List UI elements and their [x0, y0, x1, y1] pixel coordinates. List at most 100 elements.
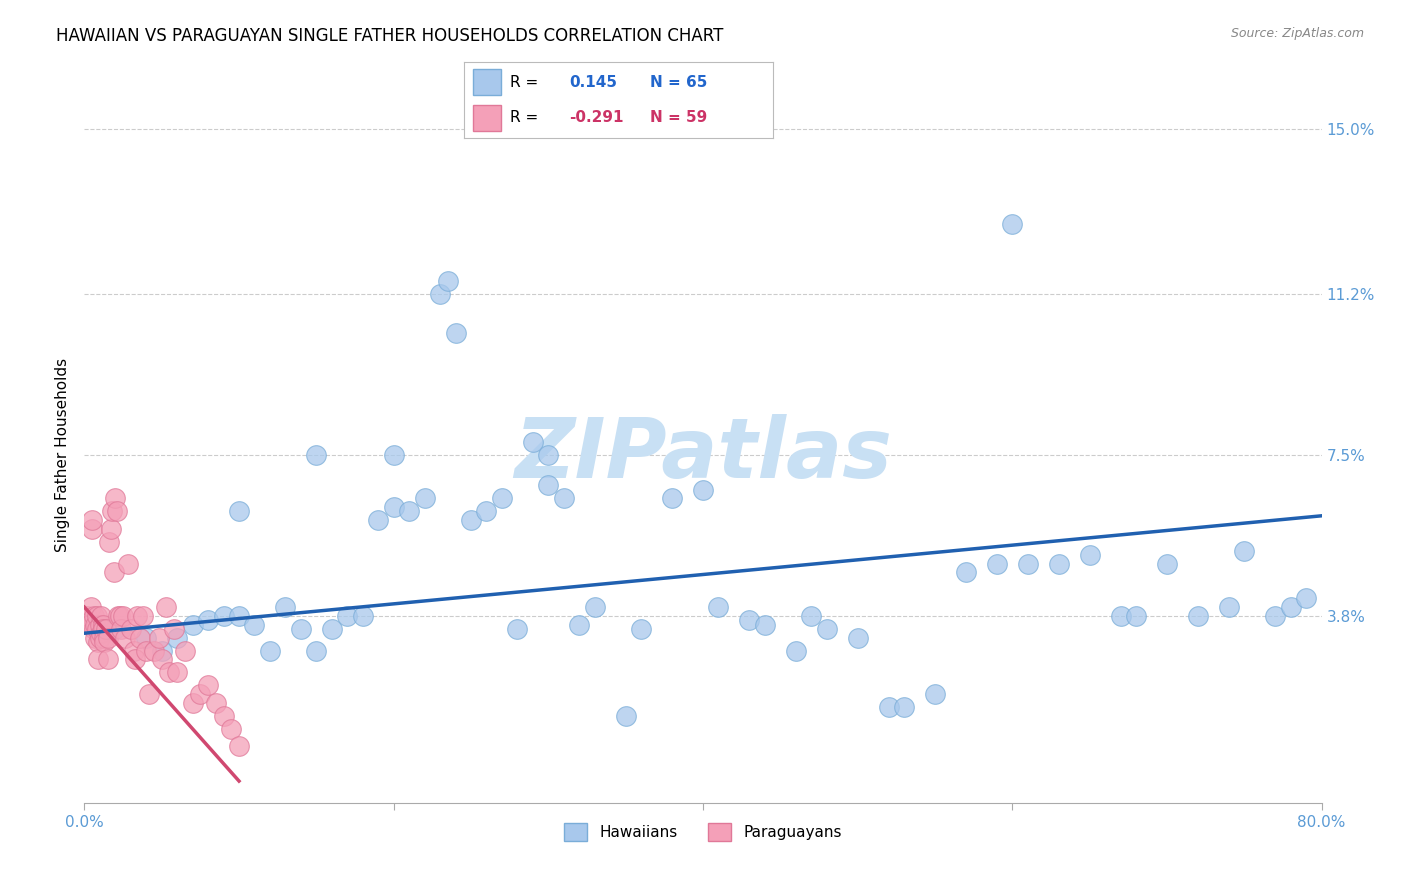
Point [181, 617, 204, 632]
FancyBboxPatch shape [474, 105, 501, 130]
Point [506, 622, 529, 636]
Text: Source: ZipAtlas.com: Source: ZipAtlas.com [1230, 27, 1364, 40]
Point [117, 557, 139, 571]
Point [436, 274, 458, 288]
Point [537, 478, 560, 492]
Point [1001, 218, 1024, 232]
Point [138, 687, 160, 701]
Point [243, 617, 266, 632]
Point [460, 513, 482, 527]
Point [212, 708, 235, 723]
Point [104, 622, 127, 636]
Point [143, 643, 166, 657]
Point [1047, 557, 1070, 571]
Text: -0.291: -0.291 [569, 111, 624, 125]
Point [568, 617, 591, 632]
Point [150, 643, 173, 657]
Point [84, 631, 107, 645]
Point [135, 643, 157, 657]
Point [132, 608, 155, 623]
Point [305, 643, 328, 657]
Point [877, 700, 900, 714]
Point [444, 326, 467, 340]
Legend: Hawaiians, Paraguayans: Hawaiians, Paraguayans [558, 816, 848, 847]
Point [228, 504, 250, 518]
Point [82, 522, 104, 536]
Point [174, 643, 197, 657]
Point [100, 522, 122, 536]
Point [188, 687, 211, 701]
Point [90, 626, 112, 640]
Point [89, 631, 111, 645]
Point [83, 608, 105, 623]
Text: ZIPatlas: ZIPatlas [515, 415, 891, 495]
Point [1109, 608, 1132, 623]
Text: R =: R = [510, 75, 544, 90]
Text: N = 65: N = 65 [650, 75, 707, 90]
Point [707, 600, 730, 615]
Point [1233, 543, 1256, 558]
Point [955, 566, 977, 580]
Point [846, 631, 869, 645]
Point [212, 608, 235, 623]
Point [83, 622, 105, 636]
Point [159, 665, 180, 680]
Point [1264, 608, 1286, 623]
Point [77, 617, 100, 632]
Point [738, 613, 761, 627]
Point [197, 613, 219, 627]
Point [205, 696, 228, 710]
Text: R =: R = [510, 111, 544, 125]
Point [107, 608, 129, 623]
Point [98, 534, 121, 549]
Point [274, 600, 297, 615]
Point [1187, 608, 1209, 623]
Point [94, 622, 117, 636]
Point [124, 652, 146, 666]
Point [382, 500, 405, 514]
Point [1279, 600, 1302, 615]
Point [96, 631, 118, 645]
Point [352, 608, 374, 623]
Point [413, 491, 436, 506]
Point [108, 608, 131, 623]
Point [321, 622, 343, 636]
Point [87, 635, 110, 649]
Point [89, 617, 111, 632]
Point [166, 631, 188, 645]
Point [93, 631, 115, 645]
Point [537, 448, 560, 462]
Point [382, 448, 405, 462]
Point [181, 696, 204, 710]
Point [800, 608, 823, 623]
Point [91, 617, 114, 632]
Point [614, 708, 637, 723]
Point [90, 608, 112, 623]
Point [96, 652, 118, 666]
Text: HAWAIIAN VS PARAGUAYAN SINGLE FATHER HOUSEHOLDS CORRELATION CHART: HAWAIIAN VS PARAGUAYAN SINGLE FATHER HOU… [56, 27, 724, 45]
Point [475, 504, 498, 518]
Text: 0.145: 0.145 [569, 75, 617, 90]
Point [163, 622, 186, 636]
Point [553, 491, 575, 506]
Point [583, 600, 606, 615]
Point [1078, 548, 1101, 562]
Point [197, 678, 219, 692]
Point [110, 622, 132, 636]
Point [125, 608, 148, 623]
Point [259, 643, 281, 657]
Point [79, 600, 101, 615]
Point [785, 643, 807, 657]
Point [150, 652, 173, 666]
Point [129, 631, 152, 645]
Point [491, 491, 513, 506]
Point [104, 491, 127, 506]
Point [76, 608, 98, 623]
Point [336, 608, 359, 623]
Text: N = 59: N = 59 [650, 111, 707, 125]
Point [1295, 591, 1317, 606]
Point [112, 608, 135, 623]
Point [84, 617, 107, 632]
Point [815, 622, 838, 636]
Point [101, 504, 124, 518]
